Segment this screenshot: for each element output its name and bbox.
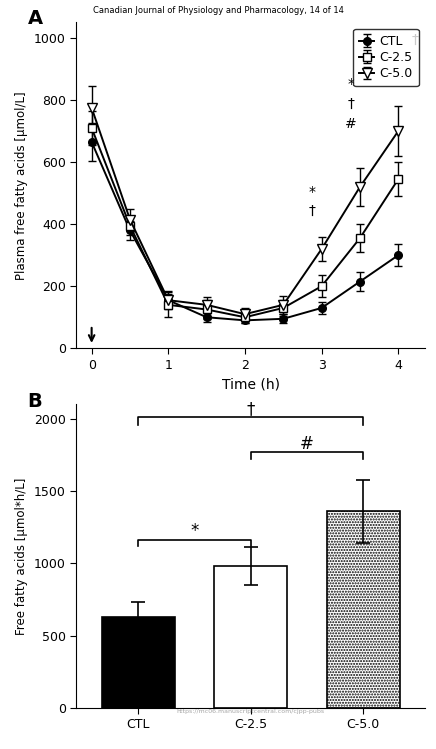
Y-axis label: Free fatty acids [μmol*h/L]: Free fatty acids [μmol*h/L] (15, 477, 28, 635)
Text: B: B (27, 392, 42, 411)
Text: Canadian Journal of Physiology and Pharmacology, 14 of 14: Canadian Journal of Physiology and Pharm… (92, 6, 344, 15)
Text: †: † (246, 400, 255, 418)
Bar (214, 566, 287, 708)
Text: *: * (347, 76, 354, 91)
Bar (327, 512, 400, 708)
Bar (102, 617, 175, 708)
Y-axis label: Plasma free fatty acids [μmol/L]: Plasma free fatty acids [μmol/L] (15, 91, 28, 279)
Text: A: A (27, 10, 43, 28)
Text: *: * (190, 522, 199, 540)
Text: #: # (300, 434, 314, 452)
Text: †: † (412, 33, 419, 47)
Text: #: # (345, 117, 357, 131)
Text: *: * (309, 185, 316, 199)
Text: †: † (309, 204, 316, 218)
Text: †: † (347, 97, 354, 111)
Text: https://mc06.manuscriptcentral.com/cjpp-pubs: https://mc06.manuscriptcentral.com/cjpp-… (177, 709, 325, 715)
Legend: CTL, C-2.5, C-5.0: CTL, C-2.5, C-5.0 (353, 28, 419, 86)
X-axis label: Time (h): Time (h) (221, 377, 280, 391)
